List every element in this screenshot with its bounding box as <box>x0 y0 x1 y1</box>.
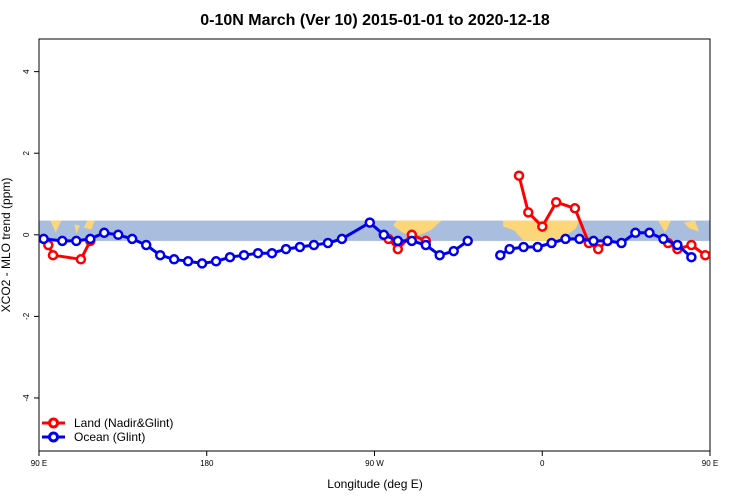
land-silhouette <box>50 220 62 233</box>
data-point <box>448 245 459 257</box>
data-point <box>588 235 599 247</box>
data-point <box>392 235 404 247</box>
series-ocean <box>39 217 697 269</box>
land-silhouette <box>74 224 81 234</box>
data-point <box>266 247 278 259</box>
legend-land-marker <box>48 417 59 429</box>
y-tick-label: 4 <box>22 69 31 74</box>
data-point <box>720 255 728 263</box>
series-line <box>46 240 92 261</box>
x-tick-label: 0 <box>540 459 545 468</box>
land-silhouette <box>657 220 671 233</box>
data-point <box>546 237 557 249</box>
data-point <box>364 217 376 228</box>
x-tick-label: 90 W <box>365 459 384 468</box>
land-silhouette <box>83 220 95 230</box>
land-silhouette <box>393 220 442 237</box>
legend-ocean-label: Ocean (Glint) <box>74 430 145 444</box>
data-point <box>602 235 613 247</box>
data-point <box>112 229 124 241</box>
data-point <box>392 243 404 255</box>
data-point <box>378 229 390 241</box>
data-point <box>616 237 627 249</box>
data-point <box>238 249 250 261</box>
x-tick-label: 180 <box>200 459 214 468</box>
data-point <box>518 241 529 253</box>
data-point <box>47 249 59 261</box>
data-point <box>252 247 264 259</box>
data-point <box>434 249 445 261</box>
data-point <box>592 243 604 255</box>
y-tick-label: -2 <box>22 312 31 320</box>
data-point <box>182 256 194 267</box>
data-point <box>57 235 68 247</box>
data-point <box>294 241 306 253</box>
data-point <box>224 251 236 263</box>
data-point <box>686 251 697 263</box>
data-point <box>168 254 180 265</box>
data-point <box>154 249 166 261</box>
data-point <box>686 239 697 251</box>
y-axis-label: XCO2 - MLO trend (ppm) <box>0 178 13 313</box>
y-tick-label: 0 <box>22 232 31 237</box>
data-point <box>569 203 581 214</box>
data-point <box>700 249 710 261</box>
land-silhouette <box>717 221 732 234</box>
data-point <box>322 237 334 249</box>
data-point <box>196 258 208 269</box>
data-point <box>126 233 138 245</box>
data-point <box>513 170 525 181</box>
data-point <box>98 227 110 239</box>
data-point <box>729 237 737 245</box>
y-tick-label: -4 <box>22 394 31 402</box>
data-point <box>39 233 49 245</box>
data-point <box>420 239 432 251</box>
data-point <box>644 227 655 239</box>
data-point <box>308 239 320 251</box>
data-point <box>71 235 82 247</box>
x-tick-label: 90 E <box>702 459 718 468</box>
data-point <box>537 221 548 232</box>
data-point <box>495 249 506 261</box>
y-tick-label: 2 <box>22 150 31 155</box>
data-point <box>336 233 348 245</box>
legend-ocean-marker <box>48 431 59 443</box>
data-point <box>630 227 641 239</box>
x-tick-label: 90 E <box>31 459 47 468</box>
axis-ticks: 90 E 180 90 W 0 90 E -4 -2 0 2 4 <box>22 69 718 468</box>
data-point <box>85 233 96 245</box>
chart-title: 0-10N March (Ver 10) 2015-01-01 to 2020-… <box>200 12 550 29</box>
legend-land-label: Land (Nadir&Glint) <box>74 416 173 430</box>
data-point <box>210 256 222 267</box>
data-point <box>280 243 292 255</box>
data-point <box>560 233 571 245</box>
data-point <box>406 235 418 247</box>
data-point <box>672 239 683 251</box>
data-point <box>75 254 87 265</box>
data-point <box>462 235 473 247</box>
data-point <box>504 243 515 255</box>
data-point <box>574 233 585 245</box>
data-point <box>523 207 534 218</box>
data-point <box>658 233 669 245</box>
data-point <box>532 241 543 253</box>
series-layer <box>39 170 737 269</box>
data-point <box>550 196 562 208</box>
x-axis-label: Longitude (deg E) <box>327 477 422 491</box>
legend: Land (Nadir&Glint) Ocean (Glint) <box>42 416 173 444</box>
land-silhouette <box>683 220 699 232</box>
data-point <box>140 239 152 251</box>
